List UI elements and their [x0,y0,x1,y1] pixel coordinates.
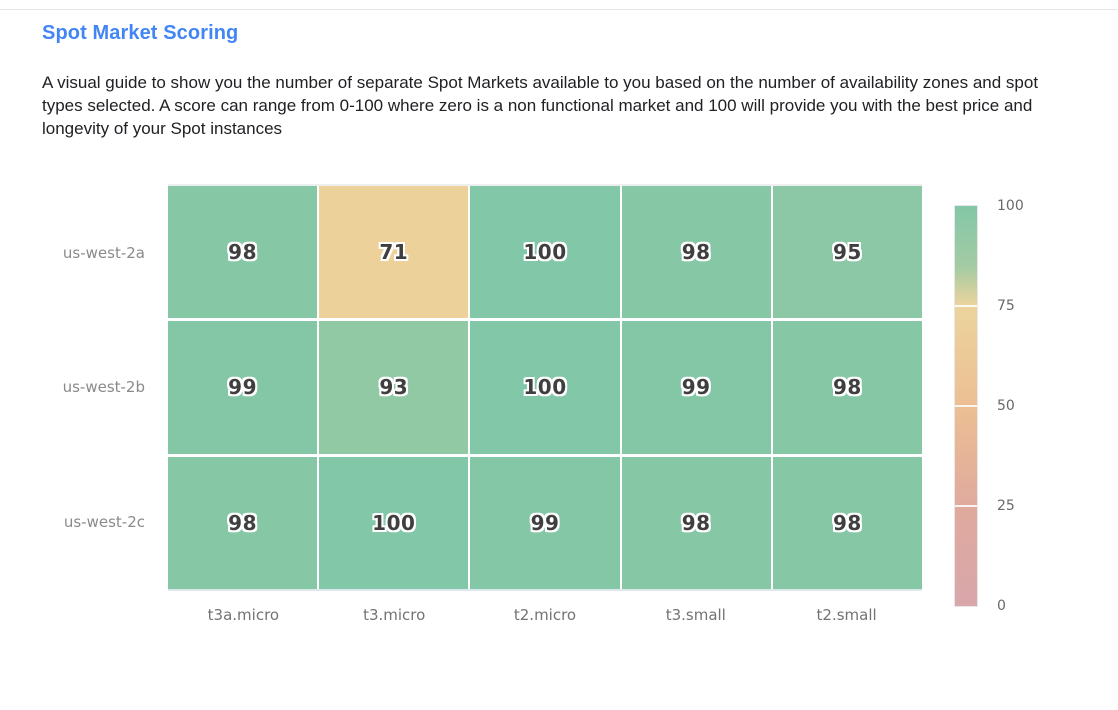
cell-value: 93 [379,375,409,400]
cell-value: 98 [228,240,258,265]
heatmap-cell-us-west-2b-t3a.micro[interactable]: 99 [168,321,318,454]
colorbar [955,206,977,606]
x-axis-label-t2.small: t2.small [816,606,877,624]
heatmap-grid: 98 71 100 98 95 99 93 100 99 98 98 100 99 98 98 [168,186,922,589]
cell-value: 98 [681,240,711,265]
colorbar-separator [955,405,977,407]
cell-value: 99 [228,375,258,400]
cell-value: 100 [523,240,567,265]
x-axis-label-t3.small: t3.small [665,606,726,624]
heatmap-cell-us-west-2b-t3.micro[interactable]: 93 [319,321,469,454]
colorbar-tick-50: 50 [997,398,1015,414]
heatmap-cell-us-west-2b-t2.micro[interactable]: 100 [470,321,620,454]
y-axis-label-us-west-2c: us-west-2c [63,512,145,531]
heatmap-cell-us-west-2a-t2.micro[interactable]: 100 [470,186,620,319]
colorbar-separator [955,305,977,307]
cell-value: 99 [530,510,560,535]
cell-value: 98 [832,510,862,535]
colorbar-tick-25: 25 [997,498,1015,514]
heatmap-cell-us-west-2c-t3.small[interactable]: 98 [621,456,771,589]
cell-value: 100 [372,510,416,535]
heatmap-cell-us-west-2c-t2.small[interactable]: 98 [772,456,922,589]
page-title: Spot Market Scoring [42,22,239,44]
cell-value: 98 [681,510,711,535]
cell-value: 99 [681,375,711,400]
cell-value: 98 [228,510,258,535]
heatmap-cell-us-west-2a-t3.micro[interactable]: 71 [319,186,469,319]
colorbar-separator [955,505,977,507]
y-axis-label-us-west-2b: us-west-2b [62,378,145,397]
heatmap-cell-us-west-2b-t2.small[interactable]: 98 [772,321,922,454]
heatmap-cell-us-west-2a-t2.small[interactable]: 95 [772,186,922,319]
y-axis-label-us-west-2a: us-west-2a [62,244,145,263]
x-axis-label-t2.micro: t2.micro [513,606,577,624]
colorbar-tick-100: 100 [997,198,1024,214]
cell-value: 98 [832,375,862,400]
y-axis-labels: us-west-2a us-west-2b us-west-2c [0,186,145,589]
heatmap-cell-us-west-2a-t3a.micro[interactable]: 98 [168,186,318,319]
colorbar-tick-0: 0 [997,598,1006,614]
x-axis-label-t3.micro: t3.micro [363,606,426,624]
heatmap-cell-us-west-2c-t3.micro[interactable]: 100 [319,456,469,589]
colorbar-tick-75: 75 [997,298,1015,314]
top-divider [0,9,1118,10]
x-axis-label-t3a.micro: t3a.micro [207,606,280,624]
heatmap-cell-us-west-2c-t3a.micro[interactable]: 98 [168,456,318,589]
cell-value: 95 [832,240,862,265]
cell-value: 71 [379,240,409,265]
heatmap-cell-us-west-2c-t2.micro[interactable]: 99 [470,456,620,589]
chart-description: A visual guide to show you the number of… [42,73,1039,138]
cell-value: 100 [523,375,567,400]
heatmap-cell-us-west-2b-t3.small[interactable]: 99 [621,321,771,454]
x-axis-labels: t3a.micro t3.micro t2.micro t3.small t2.smal… [168,606,922,624]
heatmap-cell-us-west-2a-t3.small[interactable]: 98 [621,186,771,319]
colorbar-tick-labels: 100 75 50 25 0 [997,199,1047,613]
